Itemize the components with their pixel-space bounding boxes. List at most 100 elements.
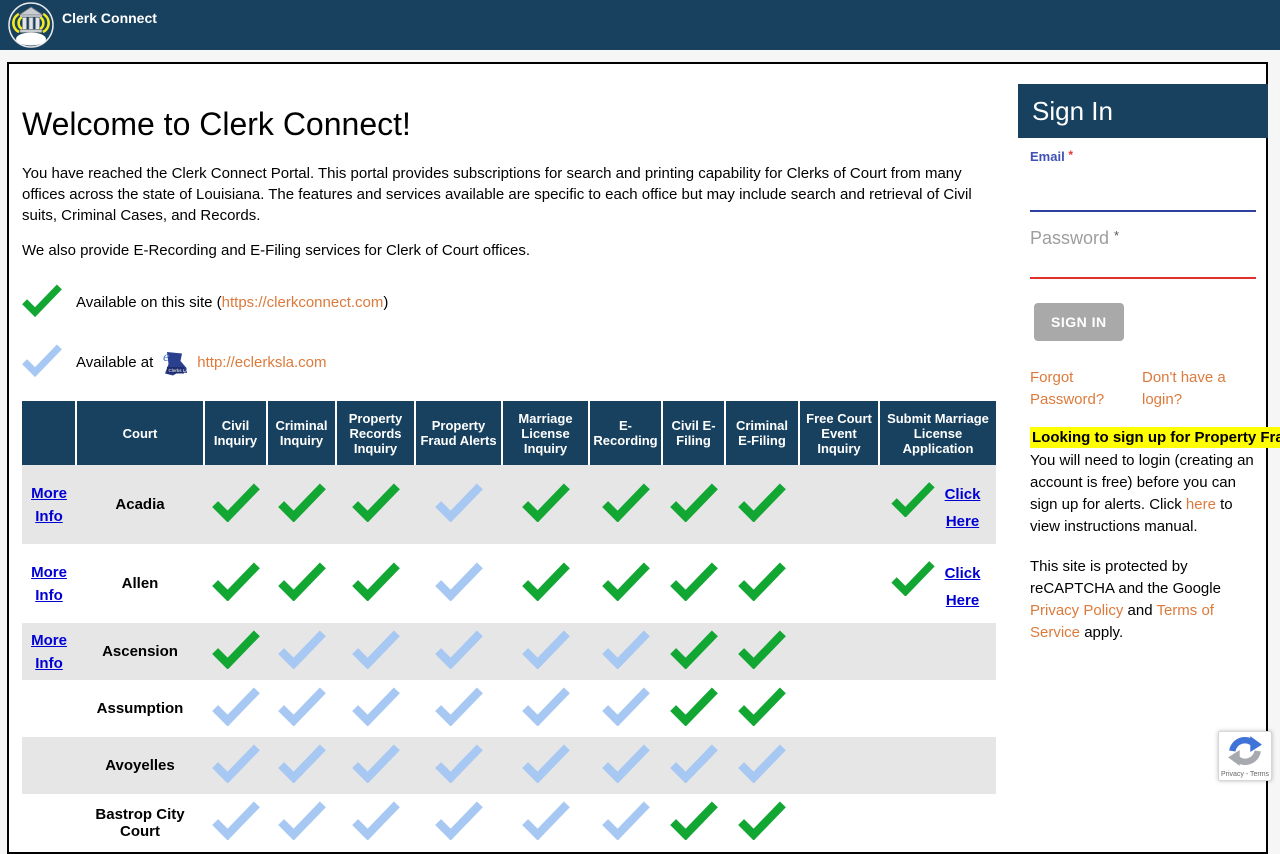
service-status-cell	[502, 544, 589, 623]
available-partner-check-icon	[351, 687, 400, 727]
available-here-check-icon	[669, 801, 718, 841]
eclerks-la-logo-icon: e Clerks LA	[159, 349, 190, 383]
available-partner-check-icon	[277, 744, 326, 784]
more-info-link[interactable]: More Info	[31, 631, 67, 672]
service-status-cell	[725, 680, 799, 737]
sign-in-button[interactable]: SIGN IN	[1034, 303, 1124, 341]
recaptcha-notice-text: This site is protected by reCAPTCHA and …	[1030, 558, 1221, 641]
service-status-cell	[204, 623, 267, 680]
password-label: Password *	[1030, 228, 1120, 248]
available-partner-check-icon	[521, 630, 570, 670]
court-name: Assumption	[96, 700, 184, 717]
more-info-link[interactable]: More Info	[31, 563, 67, 604]
svg-text:e: e	[163, 350, 169, 365]
signin-links: Forgot Password? Don't have a login?	[1030, 367, 1268, 411]
available-here-check-icon	[521, 562, 570, 602]
service-status-cell	[589, 680, 662, 737]
service-status-cell	[415, 623, 502, 680]
court-name: Ascension	[102, 643, 178, 660]
click-here-link[interactable]: Click Here	[944, 485, 981, 530]
recaptcha-privacy-terms-label: Privacy - Terms	[1220, 771, 1270, 778]
column-header: Free Court Event Inquiry	[799, 401, 880, 465]
alerts-instructions-text: You will need to login (creating an acco…	[1030, 452, 1254, 535]
legend-blue-text: Available at	[76, 353, 154, 371]
service-status-cell	[799, 737, 879, 794]
column-header: Civil E-Filing	[662, 401, 726, 465]
service-status-cell	[799, 465, 879, 544]
instructions-here-link[interactable]: here	[1185, 496, 1216, 513]
service-status-cell	[589, 737, 662, 794]
svg-text:Clerks LA: Clerks LA	[169, 368, 190, 373]
available-here-check-icon	[601, 483, 650, 523]
service-status-cell	[662, 544, 725, 623]
eclerksla-url-link[interactable]: http://eclerksla.com	[197, 353, 327, 371]
court-name: Avoyelles	[105, 757, 175, 774]
service-status-cell	[336, 623, 415, 680]
available-here-check-icon	[211, 483, 260, 523]
court-name: Acadia	[115, 496, 165, 513]
service-status-cell	[267, 465, 336, 544]
available-partner-check-icon	[351, 630, 400, 670]
available-partner-check-icon	[277, 630, 326, 670]
column-header: Civil Inquiry	[204, 401, 268, 465]
column-header	[22, 401, 77, 465]
available-partner-check-icon	[211, 801, 260, 841]
recaptcha-badge[interactable]: Privacy - Terms	[1218, 731, 1272, 781]
legend-available-eclerks: Available at e Clerks LA http://eclerksl…	[22, 343, 1005, 381]
service-status-cell	[589, 794, 662, 851]
table-row: Avoyelles	[22, 737, 996, 794]
privacy-policy-link[interactable]: Privacy Policy	[1030, 602, 1124, 619]
password-field[interactable]	[1030, 249, 1256, 279]
more-info-cell	[22, 737, 76, 794]
table-header-row: Court Civil Inquiry Criminal Inquiry Proper…	[22, 401, 996, 465]
legend-green-text: Available on this site (	[76, 293, 222, 311]
service-status-cell	[415, 465, 502, 544]
service-status-cell	[204, 680, 267, 737]
service-status-cell	[267, 544, 336, 623]
available-partner-check-icon	[521, 801, 570, 841]
table-row: Bastrop City Court	[22, 794, 996, 851]
legend-green-suffix: )	[383, 293, 389, 311]
available-partner-check-icon	[434, 744, 483, 784]
available-partner-check-icon	[211, 687, 260, 727]
service-status-cell	[879, 794, 996, 851]
more-info-link[interactable]: More Info	[31, 484, 67, 525]
court-name: Allen	[121, 575, 159, 592]
forgot-password-link[interactable]: Forgot Password?	[1030, 369, 1105, 408]
available-partner-check-icon	[601, 630, 650, 670]
service-status-cell	[336, 680, 415, 737]
email-field[interactable]	[1030, 166, 1256, 212]
service-status-cell	[662, 623, 725, 680]
available-partner-check-icon	[434, 801, 483, 841]
more-info-cell	[22, 680, 76, 737]
service-status-cell	[725, 465, 799, 544]
page-title: Welcome to Clerk Connect!	[22, 106, 411, 142]
service-status-cell	[502, 680, 589, 737]
service-status-cell	[799, 680, 879, 737]
available-here-check-icon	[890, 481, 935, 517]
available-partner-check-icon	[521, 687, 570, 727]
available-partner-check-icon	[601, 687, 650, 727]
available-partner-check-icon	[601, 744, 650, 784]
clerk-connect-logo-icon	[8, 2, 54, 53]
service-status-cell	[725, 544, 799, 623]
email-field-group: Email *	[1030, 148, 1256, 212]
email-label: Email *	[1030, 148, 1073, 164]
top-navigation-bar: Clerk Connect	[0, 0, 1280, 50]
legend-available-here: Available on this site (https://clerkcon…	[22, 283, 1005, 321]
available-here-check-icon	[601, 562, 650, 602]
fraud-alert-banner: Looking to sign up for Property Fraud Al…	[1030, 427, 1280, 448]
column-header: Marriage License Inquiry	[502, 401, 590, 465]
clerkconnect-url-link[interactable]: https://clerkconnect.com	[221, 293, 384, 311]
available-partner-check-icon	[351, 801, 400, 841]
column-header: Criminal Inquiry	[267, 401, 337, 465]
available-partner-check-icon	[434, 630, 483, 670]
table-row: More Info Acadia Click Here	[22, 465, 996, 544]
service-status-cell	[502, 737, 589, 794]
service-status-cell	[799, 623, 879, 680]
terms-of-service-link[interactable]: Terms of Service	[1030, 602, 1214, 641]
create-login-link[interactable]: Don't have a login?	[1142, 369, 1226, 408]
required-asterisk: *	[1068, 148, 1073, 162]
main-content: Welcome to Clerk Connect! You have reach…	[22, 64, 1005, 851]
click-here-link[interactable]: Click Here	[944, 564, 981, 609]
